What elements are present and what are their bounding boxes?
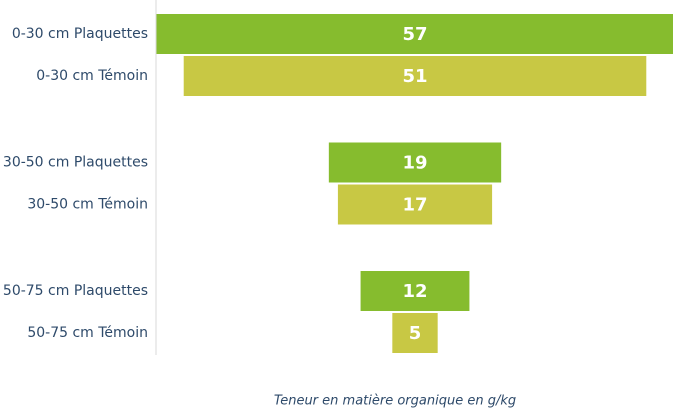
value-label: 57	[402, 24, 427, 45]
category-label: 30-50 cm Témoin	[27, 197, 148, 213]
bar	[337, 184, 493, 225]
bar	[183, 56, 647, 96]
category-label: 0-30 cm Témoin	[36, 68, 148, 84]
bar	[360, 271, 470, 311]
category-label: 30-50 cm Plaquettes	[3, 155, 148, 171]
value-label: 12	[402, 281, 427, 302]
bar	[392, 313, 438, 353]
value-label: 5	[409, 323, 422, 344]
bar	[328, 142, 502, 183]
x-axis-label: Teneur en matière organique en g/kg	[274, 394, 516, 409]
value-label: 19	[402, 153, 427, 174]
value-label: 17	[402, 195, 427, 216]
category-label: 50-75 cm Témoin	[27, 325, 148, 341]
category-label: 0-30 cm Plaquettes	[12, 26, 148, 42]
value-label: 51	[402, 66, 427, 87]
category-label: 50-75 cm Plaquettes	[3, 283, 148, 299]
bar	[156, 14, 673, 54]
